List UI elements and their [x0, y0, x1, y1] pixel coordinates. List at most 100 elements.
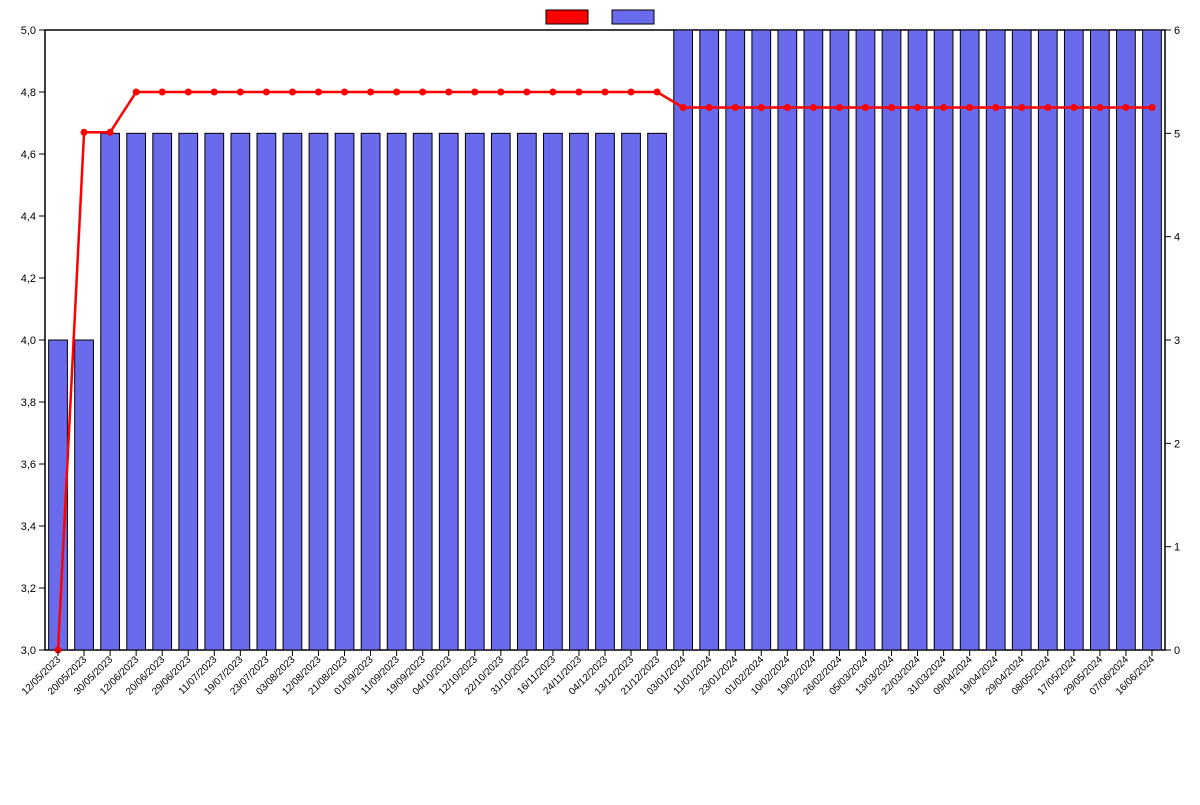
line-marker: [368, 89, 374, 95]
bar: [1143, 30, 1162, 650]
bar: [960, 30, 979, 650]
bar: [335, 133, 354, 650]
line-marker: [107, 129, 113, 135]
bar: [101, 133, 120, 650]
line-marker: [211, 89, 217, 95]
bar: [830, 30, 849, 650]
y-right-label: 0: [1174, 645, 1180, 657]
bar: [986, 30, 1005, 650]
bar: [596, 133, 615, 650]
line-marker: [836, 105, 842, 111]
y-left-label: 3,6: [21, 459, 36, 471]
bar: [283, 133, 302, 650]
line-marker: [1097, 105, 1103, 111]
line-marker: [420, 89, 426, 95]
bar: [778, 30, 797, 650]
line-marker: [862, 105, 868, 111]
line-marker: [810, 105, 816, 111]
bar: [465, 133, 484, 650]
bar: [179, 133, 198, 650]
y-left-label: 3,8: [21, 397, 36, 409]
line-marker: [967, 105, 973, 111]
bar: [804, 30, 823, 650]
line-marker: [498, 89, 504, 95]
combo-chart: 3,0 3,2 3,4 3,6 3,8 4,0 4,2 4,4 4,6 4,8 5,0 0 1 2 3 4 5 6…: [0, 0, 1200, 800]
line-marker: [315, 89, 321, 95]
bar: [752, 30, 771, 650]
y-left-label: 3,0: [21, 645, 36, 657]
bar: [491, 133, 510, 650]
bar: [908, 30, 927, 650]
legend-swatch-bar: [612, 10, 654, 24]
line-marker: [133, 89, 139, 95]
line-marker: [941, 105, 947, 111]
y-right-label: 2: [1174, 438, 1180, 450]
legend-swatch-line: [546, 10, 588, 24]
bar: [674, 30, 693, 650]
bar: [309, 133, 328, 650]
y-left-label: 4,4: [21, 211, 36, 223]
line-marker: [1045, 105, 1051, 111]
y-left-label: 5,0: [21, 25, 36, 37]
line-marker: [159, 89, 165, 95]
bar: [1064, 30, 1083, 650]
bar: [1091, 30, 1110, 650]
bar: [413, 133, 432, 650]
bar: [622, 133, 641, 650]
line-marker: [1123, 105, 1129, 111]
line-marker: [1149, 105, 1155, 111]
y-left-label: 3,2: [21, 583, 36, 595]
bar: [153, 133, 172, 650]
bar: [439, 133, 458, 650]
line-marker: [758, 105, 764, 111]
bar: [205, 133, 224, 650]
line-marker: [993, 105, 999, 111]
line-marker: [784, 105, 790, 111]
y-left-label: 3,4: [21, 521, 36, 533]
line-marker: [576, 89, 582, 95]
line-marker: [289, 89, 295, 95]
y-left-label: 4,6: [21, 149, 36, 161]
line-marker: [732, 105, 738, 111]
line-marker: [263, 89, 269, 95]
bar: [648, 133, 667, 650]
line-marker: [889, 105, 895, 111]
bar: [1117, 30, 1136, 650]
line-marker: [706, 105, 712, 111]
line-marker: [602, 89, 608, 95]
chart-svg: 3,0 3,2 3,4 3,6 3,8 4,0 4,2 4,4 4,6 4,8 5,0 0 1 2 3 4 5 6…: [0, 0, 1200, 800]
line-marker: [628, 89, 634, 95]
y-right-label: 3: [1174, 335, 1180, 347]
y-right-label: 1: [1174, 542, 1180, 554]
y-right-label: 4: [1174, 232, 1180, 244]
bar: [1012, 30, 1031, 650]
y-left-label: 4,0: [21, 335, 36, 347]
bar: [257, 133, 276, 650]
line-marker: [185, 89, 191, 95]
line-marker: [680, 105, 686, 111]
bar: [726, 30, 745, 650]
line-marker: [654, 89, 660, 95]
y-left-label: 4,2: [21, 273, 36, 285]
bar: [361, 133, 380, 650]
bar: [127, 133, 146, 650]
bar: [882, 30, 901, 650]
bar: [570, 133, 589, 650]
bar: [387, 133, 406, 650]
line-marker: [342, 89, 348, 95]
bar: [544, 133, 563, 650]
y-right-label: 6: [1174, 25, 1180, 37]
line-marker: [915, 105, 921, 111]
bar: [700, 30, 719, 650]
bar: [856, 30, 875, 650]
line-marker: [237, 89, 243, 95]
line-marker: [81, 129, 87, 135]
line-marker: [1019, 105, 1025, 111]
bar: [934, 30, 953, 650]
y-left-label: 4,8: [21, 87, 36, 99]
y-right-label: 5: [1174, 128, 1180, 140]
line-marker: [446, 89, 452, 95]
line-marker: [394, 89, 400, 95]
line-marker: [550, 89, 556, 95]
line-marker: [1071, 105, 1077, 111]
